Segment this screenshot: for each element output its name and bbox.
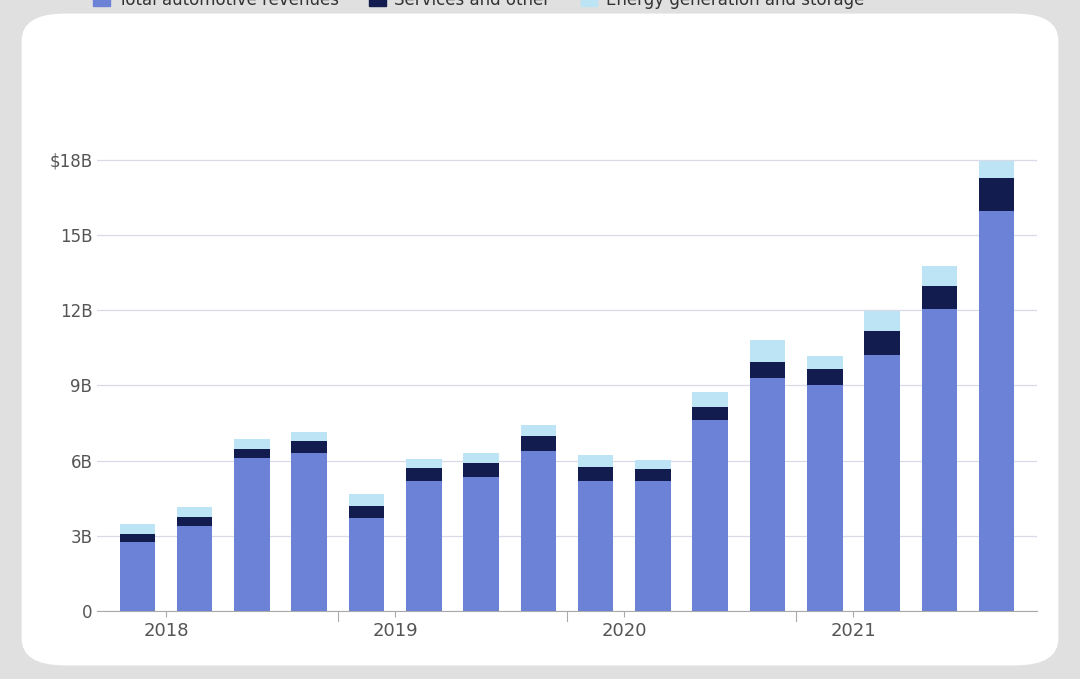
Bar: [692, 392, 728, 407]
Bar: [978, 161, 1014, 179]
Bar: [864, 355, 900, 611]
Bar: [234, 449, 270, 458]
Bar: [978, 179, 1014, 210]
Bar: [635, 481, 671, 611]
Bar: [635, 460, 671, 469]
Bar: [406, 469, 442, 481]
Bar: [234, 439, 270, 449]
Bar: [349, 494, 384, 506]
Bar: [292, 432, 327, 441]
Bar: [921, 287, 957, 309]
Bar: [692, 420, 728, 611]
Bar: [463, 462, 499, 477]
Bar: [921, 309, 957, 611]
Bar: [750, 378, 785, 611]
Bar: [750, 340, 785, 362]
Bar: [521, 452, 556, 611]
Bar: [521, 437, 556, 452]
Bar: [177, 526, 213, 611]
Bar: [807, 356, 842, 369]
Bar: [349, 518, 384, 611]
Bar: [807, 369, 842, 385]
Bar: [921, 266, 957, 287]
Bar: [864, 331, 900, 355]
Bar: [406, 481, 442, 611]
Bar: [120, 543, 156, 611]
Bar: [120, 524, 156, 534]
Bar: [120, 534, 156, 543]
Bar: [234, 458, 270, 611]
Bar: [578, 467, 613, 481]
Bar: [578, 455, 613, 467]
Bar: [521, 425, 556, 437]
Bar: [750, 362, 785, 378]
Bar: [406, 459, 442, 469]
Bar: [292, 453, 327, 611]
Bar: [807, 385, 842, 611]
Bar: [292, 441, 327, 453]
Bar: [692, 407, 728, 420]
Legend: Total automotive revenues, Services and other, Energy generation and storage: Total automotive revenues, Services and …: [86, 0, 870, 15]
Bar: [349, 506, 384, 518]
FancyBboxPatch shape: [22, 14, 1058, 665]
Bar: [635, 469, 671, 481]
Bar: [463, 453, 499, 462]
Bar: [978, 210, 1014, 611]
Bar: [463, 477, 499, 611]
Bar: [177, 517, 213, 526]
Bar: [864, 311, 900, 331]
Bar: [578, 481, 613, 611]
Bar: [177, 507, 213, 517]
